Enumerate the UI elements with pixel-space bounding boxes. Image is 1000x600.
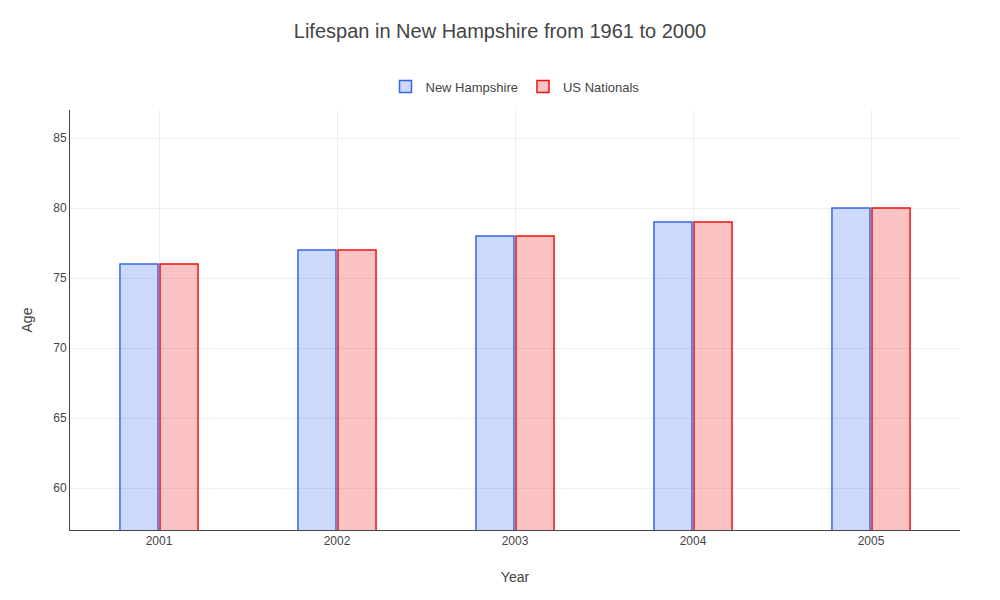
svg-text:2004: 2004 — [680, 534, 707, 548]
svg-text:85: 85 — [53, 131, 67, 145]
svg-text:Lifespan in New Hampshire from: Lifespan in New Hampshire from 1961 to 2… — [294, 20, 706, 42]
svg-text:2005: 2005 — [858, 534, 885, 548]
svg-text:65: 65 — [53, 411, 67, 425]
svg-text:Age: Age — [19, 307, 35, 332]
svg-text:Year: Year — [501, 569, 530, 585]
svg-text:2001: 2001 — [146, 534, 173, 548]
svg-text:2002: 2002 — [324, 534, 351, 548]
svg-text:2003: 2003 — [502, 534, 529, 548]
svg-text:60: 60 — [53, 481, 67, 495]
svg-text:75: 75 — [53, 271, 67, 285]
svg-text:New Hampshire: New Hampshire — [426, 80, 518, 95]
svg-text:70: 70 — [53, 341, 67, 355]
svg-text:US Nationals: US Nationals — [563, 80, 639, 95]
svg-text:80: 80 — [53, 201, 67, 215]
